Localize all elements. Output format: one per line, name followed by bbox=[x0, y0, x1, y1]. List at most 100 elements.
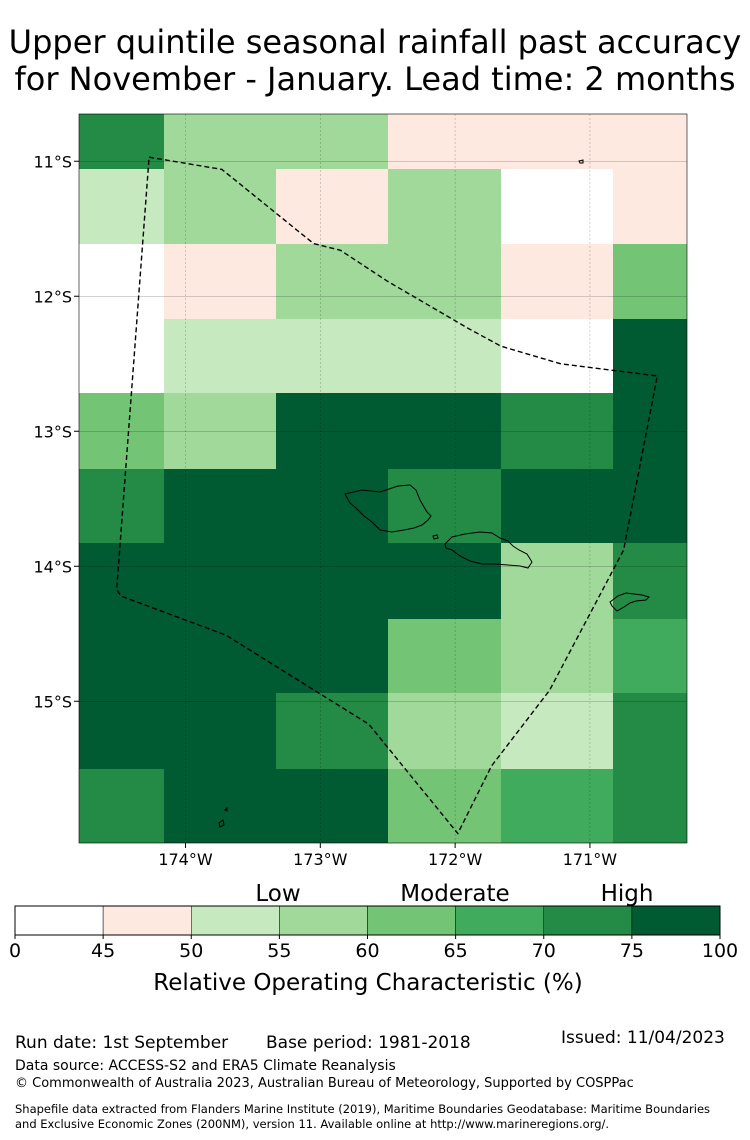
grid-cell bbox=[164, 469, 276, 543]
grid-cell bbox=[613, 469, 687, 543]
grid-cell bbox=[79, 769, 164, 843]
colorbar-category-high: High bbox=[601, 881, 654, 907]
data-source: Data source: ACCESS-S2 and ERA5 Climate … bbox=[15, 1058, 396, 1074]
shapefile-credit-line-2: and Exclusive Economic Zones (200NM), ve… bbox=[15, 1117, 610, 1131]
grid-cell bbox=[164, 769, 276, 843]
colorbar-segment bbox=[191, 905, 280, 936]
grid-cell bbox=[501, 169, 613, 244]
grid-cell bbox=[388, 693, 501, 769]
land-outlines bbox=[218, 159, 650, 828]
grid-cell bbox=[164, 319, 276, 393]
grid-cell bbox=[164, 244, 276, 319]
eez-boundary bbox=[115, 156, 659, 835]
lat-tick-label: 11°S bbox=[33, 152, 72, 171]
colorbar-tick-label: 75 bbox=[620, 940, 644, 962]
issued-date: Issued: 11/04/2023 bbox=[561, 1028, 725, 1048]
grid-cell bbox=[501, 769, 613, 843]
colorbar-tick-label: 0 bbox=[9, 940, 21, 962]
colorbar-segment bbox=[455, 905, 544, 936]
colorbar bbox=[14, 905, 721, 936]
grid-cell bbox=[613, 543, 687, 619]
grid-cell bbox=[276, 169, 388, 244]
graticule bbox=[79, 114, 687, 843]
colorbar-tick-label: 70 bbox=[532, 940, 556, 962]
grid-cell bbox=[501, 393, 613, 469]
run-date: Run date: 1st September bbox=[15, 1033, 229, 1053]
colorbar-segment bbox=[543, 905, 633, 936]
grid-cell bbox=[164, 543, 276, 619]
grid-cell bbox=[79, 543, 164, 619]
grid-cell bbox=[501, 543, 613, 619]
grid-cell bbox=[164, 693, 276, 769]
island-tutuila bbox=[609, 592, 650, 612]
grid-cell bbox=[613, 393, 687, 469]
colorbar-category-moderate: Moderate bbox=[400, 881, 509, 907]
grid-cell bbox=[276, 619, 388, 693]
island-apolima bbox=[432, 534, 439, 540]
grid-cell bbox=[79, 319, 164, 393]
grid-cell bbox=[613, 319, 687, 393]
grid-cell bbox=[276, 769, 388, 843]
colorbar-tick-label: 100 bbox=[702, 940, 738, 962]
grid-cell bbox=[164, 169, 276, 244]
grid-cell bbox=[79, 114, 164, 169]
grid-cell bbox=[388, 769, 501, 843]
shapefile-credit-line-1: Shapefile data extracted from Flanders M… bbox=[15, 1102, 711, 1116]
grid-cell bbox=[79, 693, 164, 769]
colorbar-tick-label: 60 bbox=[355, 940, 379, 962]
grid-cell bbox=[79, 393, 164, 469]
rainfall-accuracy-map: 11°S 12°S 13°S 14°S 15°S 174°W 173°W 172°W 171°… bbox=[9, 113, 738, 996]
chart-title-line-1: Upper quintile seasonal rainfall past ac… bbox=[8, 23, 742, 61]
grid-cell bbox=[276, 543, 388, 619]
lon-tick-label: 174°W bbox=[158, 850, 213, 869]
lat-tick-label: 14°S bbox=[33, 557, 72, 576]
lat-axis-ticks: 11°S 12°S 13°S 14°S 15°S bbox=[33, 152, 79, 711]
map-frame bbox=[78, 113, 688, 844]
colorbar-segment bbox=[14, 905, 104, 936]
lon-tick-label: 173°W bbox=[293, 850, 348, 869]
island-savaii bbox=[344, 484, 432, 533]
grid-cell bbox=[388, 393, 501, 469]
grid-cell bbox=[501, 244, 613, 319]
colorbar-tick-label: 65 bbox=[444, 940, 468, 962]
lon-tick-label: 171°W bbox=[563, 850, 618, 869]
copyright: © Commonwealth of Australia 2023, Austra… bbox=[15, 1076, 634, 1091]
grid-cell bbox=[613, 619, 687, 693]
colorbar-tick-label: 45 bbox=[91, 940, 115, 962]
grid-cells bbox=[79, 114, 687, 843]
grid-cell bbox=[501, 319, 613, 393]
grid-cell bbox=[613, 169, 687, 244]
grid-cell bbox=[79, 619, 164, 693]
lat-tick-label: 13°S bbox=[33, 422, 72, 441]
colorbar-segment bbox=[367, 905, 456, 936]
grid-cell bbox=[501, 114, 613, 169]
grid-cell bbox=[276, 393, 388, 469]
grid-cell bbox=[276, 469, 388, 543]
colorbar-segment bbox=[102, 905, 192, 936]
grid-cell bbox=[79, 469, 164, 543]
grid-cell bbox=[613, 114, 687, 169]
grid-cell bbox=[79, 244, 164, 319]
grid-cell bbox=[388, 619, 501, 693]
island-swains bbox=[578, 159, 584, 164]
colorbar-tick-label: 55 bbox=[267, 940, 291, 962]
grid-cell bbox=[388, 244, 501, 319]
island-upolu bbox=[444, 531, 533, 569]
grid-cell bbox=[388, 319, 501, 393]
colorbar-label: Relative Operating Characteristic (%) bbox=[153, 970, 582, 996]
grid-cell bbox=[276, 693, 388, 769]
colorbar-ticks: 0 45 50 55 60 65 70 75 100 bbox=[9, 935, 738, 962]
grid-cell bbox=[388, 169, 501, 244]
grid-cell bbox=[164, 114, 276, 169]
grid-cell bbox=[613, 769, 687, 843]
grid-cell bbox=[276, 244, 388, 319]
lat-tick-label: 15°S bbox=[33, 692, 72, 711]
lon-axis-ticks: 174°W 173°W 172°W 171°W bbox=[158, 843, 617, 869]
grid-cell bbox=[388, 469, 501, 543]
chart-title-line-2: for November - January. Lead time: 2 mon… bbox=[14, 60, 736, 98]
grid-cell bbox=[501, 469, 613, 543]
base-period: Base period: 1981-2018 bbox=[266, 1033, 471, 1053]
grid-cell bbox=[501, 693, 613, 769]
grid-cell bbox=[276, 114, 388, 169]
colorbar-segment bbox=[279, 905, 368, 936]
